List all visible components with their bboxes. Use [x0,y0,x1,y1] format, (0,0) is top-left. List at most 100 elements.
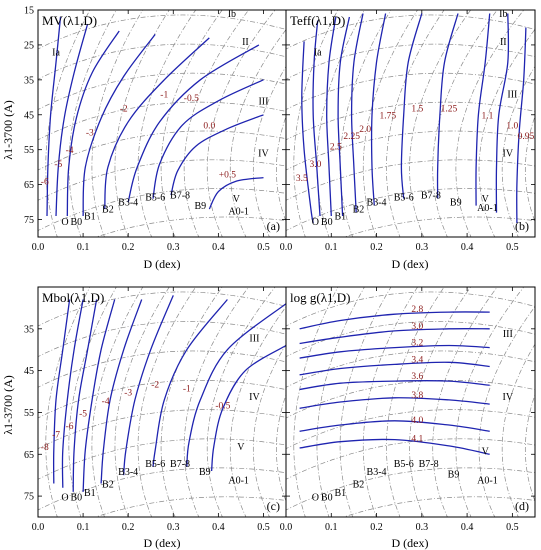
spectral-type-label: B2 [102,480,114,491]
grid-line-vertical [206,287,276,517]
grid-line-vertical [160,10,223,237]
series-value-label: 4.1 [411,435,423,445]
series-value-label: 2.5 [330,143,342,153]
series-value-label: -8 [41,443,49,453]
spectral-type-label: B5-6 [145,459,165,470]
grid-line-vertical [230,29,286,237]
grid-line-vertical [316,10,365,237]
spectral-type-label: B3-4 [367,198,387,209]
series-value-label: -4 [102,397,110,407]
y-tick-label: 45 [24,110,34,121]
grid-line-horizontal [286,321,535,358]
panel-label: (b) [515,219,529,233]
series-line [61,299,84,488]
spectral-type-label: B0 [321,217,333,228]
series-line [299,311,490,330]
series-value-label: 3.0 [411,322,423,332]
grid-line-horizontal [38,72,286,110]
spectral-type-label: B3-4 [367,467,387,478]
panel-label: (c) [267,499,280,513]
series-value-label: -3 [86,129,94,139]
grid-line-horizontal [94,496,286,517]
grid-line-horizontal [343,216,535,237]
x-tick-label: 0.5 [506,242,519,253]
series-value-label: -5 [54,160,62,170]
series-line [72,299,98,492]
x-tick-label: 0.5 [506,522,519,533]
grid-line-vertical [91,287,144,517]
x-tick-label: 0.4 [212,522,225,533]
spectral-type-label: B3-4 [118,467,138,478]
series-group-a [46,16,264,217]
series-value-label: 3.6 [411,372,423,382]
grid-line-horizontal [95,216,286,237]
y-tick-label: 55 [24,145,34,156]
grid-line-vertical [230,306,286,517]
spectral-type-label: B2 [102,205,114,216]
x-tick-label: 0.1 [77,522,90,533]
spectral-type-label: B1 [334,488,346,499]
series-value-label: -1 [160,90,168,100]
grid-line-vertical [409,287,472,517]
spectral-type-label: B1 [84,488,96,499]
series-value-label: -2 [151,380,159,390]
y-tick-label: 45 [24,366,34,377]
grid-line-vertical [386,10,445,237]
series-value-label: -6 [66,422,74,432]
series-value-label: 1.0 [506,122,518,132]
series-line [299,344,490,359]
series-line [436,13,459,199]
grid-line-horizontal [286,159,535,201]
grid-line-horizontal [38,380,286,419]
series-value-label: 3.4 [411,355,423,365]
luminosity-class-label: V [233,194,241,205]
series-line [210,344,286,472]
series-value-label: -0.5 [215,401,230,411]
series-value-label: 3.0 [309,160,321,170]
grid-line-horizontal [286,291,535,327]
x-tick-label: 0.5 [257,242,270,253]
grid-line-vertical [432,287,498,517]
grid-line-horizontal [286,43,535,80]
spectral-type-label: O [61,492,68,503]
grid-line-vertical [339,10,392,237]
y-tick-label: 55 [24,408,34,419]
grid-line-horizontal [38,43,286,80]
grid-line-vertical [432,10,498,237]
dashed-grid-b [286,10,535,237]
grid-line-vertical [183,287,250,517]
y-tick-label: 75 [24,492,34,503]
panel-title: log g(λ1,D) [290,290,350,305]
luminosity-class-label: V [237,442,245,453]
series-value-label: -1 [183,385,191,395]
grid-line-horizontal [286,438,535,480]
series-value-label: -4 [66,146,74,156]
series-line [337,16,351,217]
luminosity-class-label: V [482,446,490,457]
grid-line-horizontal [38,130,286,171]
spectral-type-label: A0-1 [477,203,498,214]
luminosity-class-label: Ib [228,9,236,20]
grid-line-vertical [45,287,91,517]
series-line [299,380,490,391]
x-tick-label: 0.5 [257,522,270,533]
spectral-type-label: B7-8 [421,191,441,202]
series-line [46,16,62,217]
series-value-label: -0.5 [184,94,199,104]
series-line [152,299,228,467]
grid-line-vertical [316,287,365,517]
series-group-c [52,295,286,492]
series-line [152,79,264,199]
series-line [312,20,321,217]
grid-line-horizontal [286,350,535,388]
series-line [66,30,120,217]
series-value-label: 2.25 [343,132,360,142]
spectral-type-label: B5-6 [394,459,414,470]
x-tick-label: 0.2 [370,242,383,253]
spectral-type-label: B2 [353,480,365,491]
spectral-type-label: B1 [84,212,96,223]
grid-line-horizontal [286,409,535,450]
series-line [55,23,89,217]
grid-line-vertical [455,287,525,517]
grid-line-horizontal [38,291,286,327]
